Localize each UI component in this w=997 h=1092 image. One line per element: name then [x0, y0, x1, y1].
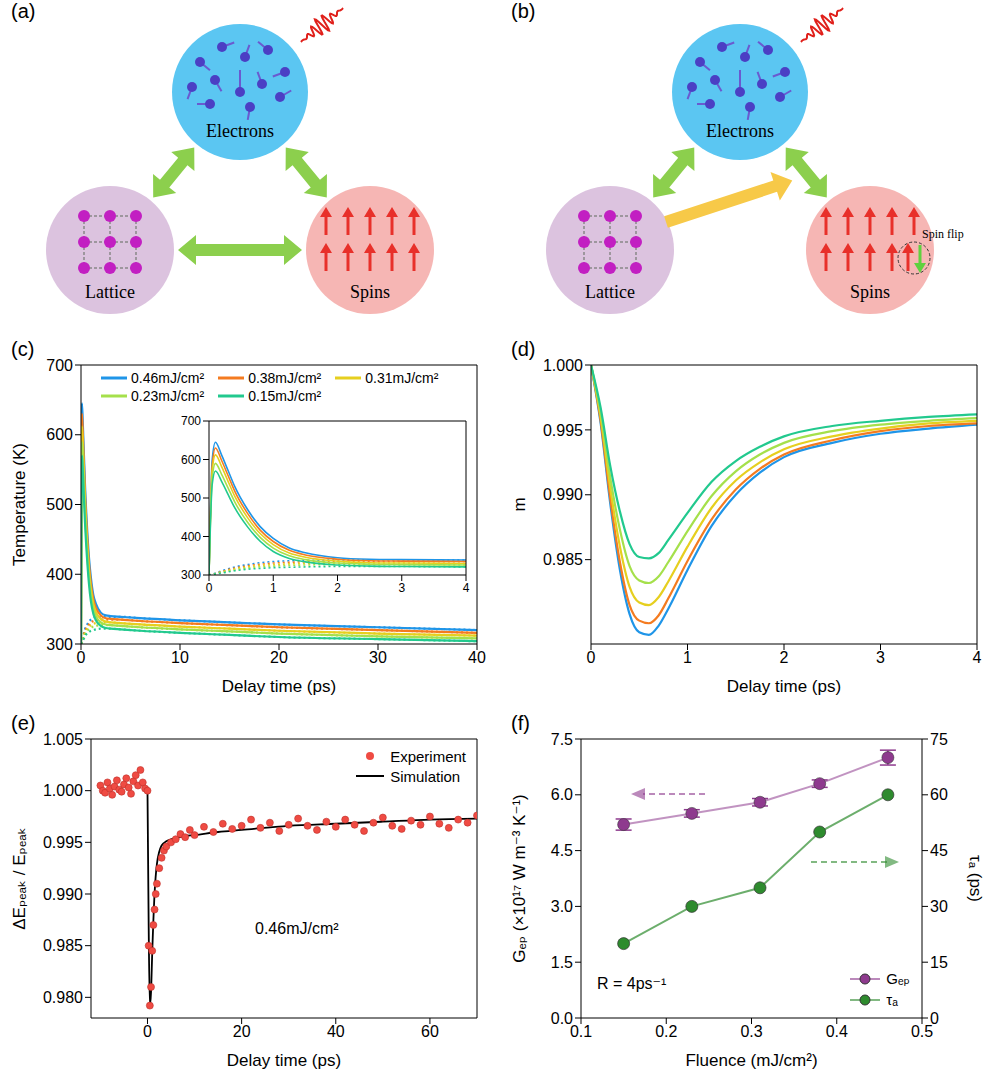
svg-text:0: 0	[143, 1023, 152, 1040]
svg-text:4: 4	[973, 649, 982, 666]
svg-text:15: 15	[930, 954, 948, 971]
html-text:Experiment: Experiment	[390, 747, 466, 765]
html-text:Gₑₚ: Gₑₚ	[886, 969, 910, 987]
svg-text:500: 500	[46, 496, 73, 513]
svg-text:0.995: 0.995	[43, 834, 83, 851]
svg-text:0.990: 0.990	[43, 886, 83, 903]
svg-text:0: 0	[587, 649, 596, 666]
svg-text:Electrons: Electrons	[206, 121, 274, 141]
svg-text:Spin flip: Spin flip	[922, 227, 964, 241]
html-text:0.15mJ/cm²: 0.15mJ/cm²	[248, 388, 322, 404]
svg-text:1.5: 1.5	[551, 954, 573, 971]
svg-text:0.990: 0.990	[543, 486, 583, 503]
svg-text:300: 300	[181, 568, 201, 582]
svg-text:500: 500	[181, 491, 201, 505]
svg-text:Delay time (ps): Delay time (ps)	[227, 1051, 341, 1070]
html-text:0.23mJ/cm²: 0.23mJ/cm²	[131, 388, 205, 404]
svg-text:Temperature (K): Temperature (K)	[10, 443, 29, 566]
svg-text:400: 400	[181, 530, 201, 544]
svg-text:4.5: 4.5	[551, 842, 573, 859]
svg-text:60: 60	[930, 786, 948, 803]
svg-text:0.980: 0.980	[43, 989, 83, 1006]
svg-text:7.5: 7.5	[551, 731, 573, 748]
svg-text:600: 600	[46, 426, 73, 443]
svg-text:0.4: 0.4	[826, 1023, 848, 1040]
html-text:(a): (a)	[11, 0, 36, 22]
svg-text:Lattice: Lattice	[85, 282, 135, 302]
svg-text:0: 0	[77, 649, 86, 666]
svg-text:1: 1	[270, 581, 277, 595]
svg-text:Electrons: Electrons	[706, 121, 774, 141]
svg-text:Spins: Spins	[850, 282, 890, 302]
svg-text:1.000: 1.000	[43, 782, 83, 799]
svg-text:0.985: 0.985	[543, 551, 583, 568]
svg-text:Fluence (mJ/cm²): Fluence (mJ/cm²)	[685, 1051, 817, 1070]
svg-text:60: 60	[421, 1023, 439, 1040]
svg-text:40: 40	[327, 1023, 345, 1040]
html-text:0.46mJ/cm²: 0.46mJ/cm²	[131, 370, 205, 386]
html-text:τₐ: τₐ	[886, 991, 898, 1008]
svg-text:45: 45	[930, 842, 948, 859]
html-text:(c): (c)	[11, 338, 35, 360]
html-text:(f): (f)	[511, 712, 530, 734]
html-text:(b): (b)	[511, 0, 536, 22]
svg-text:700: 700	[46, 357, 73, 374]
svg-text:600: 600	[181, 453, 201, 467]
html-text:(e): (e)	[11, 712, 36, 734]
svg-text:Lattice: Lattice	[585, 282, 635, 302]
svg-text:m: m	[510, 497, 529, 511]
svg-text:30: 30	[930, 898, 948, 915]
svg-text:4: 4	[463, 581, 470, 595]
svg-text:1: 1	[683, 649, 692, 666]
svg-text:300: 300	[46, 636, 73, 653]
svg-text:0.0: 0.0	[551, 1010, 573, 1027]
html-text:Simulation: Simulation	[390, 767, 461, 785]
svg-text:0.5: 0.5	[910, 1023, 934, 1041]
svg-text:6.0: 6.0	[551, 786, 573, 803]
svg-text:3: 3	[876, 649, 885, 666]
svg-text:Delay time (ps): Delay time (ps)	[222, 677, 336, 696]
svg-text:400: 400	[46, 566, 73, 583]
svg-text:10: 10	[171, 649, 189, 666]
html-text:(d): (d)	[511, 338, 536, 360]
svg-text:1.005: 1.005	[43, 731, 83, 748]
svg-text:ΔEₚₑₐₖ / Eₚₑₐₖ: ΔEₚₑₐₖ / Eₚₑₐₖ	[10, 827, 29, 930]
svg-text:0.2: 0.2	[655, 1023, 677, 1040]
svg-text:20: 20	[270, 649, 288, 666]
svg-text:30: 30	[369, 649, 387, 666]
svg-text:0.985: 0.985	[43, 937, 83, 954]
svg-text:0.3: 0.3	[740, 1023, 762, 1040]
svg-text:75: 75	[930, 731, 948, 748]
svg-text:2: 2	[780, 649, 789, 666]
svg-text:0: 0	[930, 1010, 939, 1027]
svg-text:40: 40	[468, 649, 486, 666]
svg-text:Spins: Spins	[350, 282, 390, 302]
svg-text:Delay time (ps): Delay time (ps)	[727, 677, 841, 696]
svg-text:1.000: 1.000	[543, 357, 583, 374]
svg-text:3: 3	[398, 581, 405, 595]
svg-text:τₐ (ps): τₐ (ps)	[966, 855, 985, 902]
html-text:0.38mJ/cm²: 0.38mJ/cm²	[248, 370, 322, 386]
html-text:0.46mJ/cm²: 0.46mJ/cm²	[255, 920, 339, 937]
svg-text:0: 0	[206, 581, 213, 595]
svg-text:0.995: 0.995	[543, 422, 583, 439]
html-text:0.31mJ/cm²: 0.31mJ/cm²	[365, 370, 439, 386]
svg-text:700: 700	[181, 414, 201, 428]
svg-text:Gₑₚ (×10¹⁷ W m⁻³ K⁻¹): Gₑₚ (×10¹⁷ W m⁻³ K⁻¹)	[510, 794, 529, 963]
svg-text:3.0: 3.0	[551, 898, 573, 915]
svg-text:2: 2	[334, 581, 341, 595]
svg-text:20: 20	[233, 1023, 251, 1040]
html-text:R = 4ps⁻¹: R = 4ps⁻¹	[597, 975, 667, 992]
svg-text:0.1: 0.1	[570, 1023, 592, 1040]
